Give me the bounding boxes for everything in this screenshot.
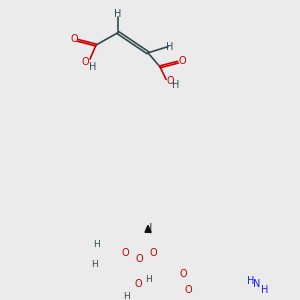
Text: O: O — [178, 56, 186, 66]
Text: N: N — [253, 279, 261, 290]
Text: H: H — [114, 9, 122, 19]
Text: O: O — [81, 57, 89, 67]
Text: O: O — [184, 285, 192, 295]
Text: O: O — [121, 248, 129, 258]
Text: H: H — [145, 275, 152, 284]
Text: O: O — [166, 76, 174, 86]
Text: O: O — [149, 248, 157, 258]
Polygon shape — [70, 266, 88, 270]
Polygon shape — [140, 278, 188, 285]
Polygon shape — [145, 225, 151, 233]
Text: O: O — [134, 279, 142, 289]
Text: H: H — [89, 62, 97, 72]
Text: |: | — [148, 222, 152, 233]
Polygon shape — [122, 293, 128, 300]
Text: H: H — [261, 285, 269, 295]
Text: O: O — [135, 254, 143, 264]
Text: H: H — [124, 292, 130, 300]
Text: H: H — [172, 80, 180, 91]
Text: H: H — [92, 260, 98, 269]
Text: H: H — [166, 42, 174, 52]
Text: O: O — [179, 269, 187, 279]
Text: H: H — [247, 275, 255, 286]
Text: O: O — [70, 34, 78, 44]
Text: H: H — [93, 240, 99, 249]
